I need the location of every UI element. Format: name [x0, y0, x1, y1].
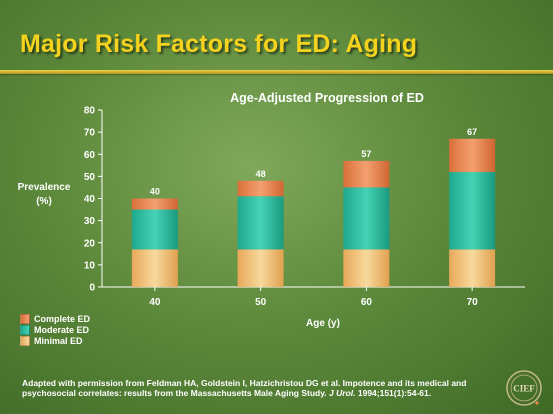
legend-label: Moderate ED — [34, 325, 90, 335]
legend-swatch-moderate — [20, 325, 30, 335]
x-tick-label: 70 — [467, 297, 479, 308]
y-tick-label: 50 — [84, 172, 96, 183]
y-tick-label: 80 — [84, 106, 96, 117]
bar-segment-complete — [237, 180, 284, 197]
x-tick-label: 40 — [149, 297, 161, 308]
legend-swatch-minimal — [20, 336, 30, 346]
bar-total-label: 57 — [361, 149, 371, 159]
chart-title: Age-Adjusted Progression of ED — [230, 91, 424, 105]
bar-segment-moderate — [449, 171, 496, 250]
y-tick-label: 30 — [84, 216, 96, 227]
x-axis-label: Age (y) — [306, 318, 340, 329]
bar-total-label: 67 — [467, 127, 477, 137]
bar-segment-minimal — [449, 249, 496, 287]
legend-item-moderate: Moderate ED — [20, 325, 90, 335]
bar-total-label: 40 — [150, 187, 160, 197]
y-tick-label: 0 — [89, 283, 95, 294]
bar-segment-minimal — [131, 249, 178, 287]
bar-segment-moderate — [237, 196, 284, 250]
slide-title: Major Risk Factors for ED: Aging — [20, 30, 418, 58]
footnote-text-end: 1994;151(1):54-61. — [355, 388, 432, 398]
bar-segment-minimal — [343, 249, 390, 287]
bar-segment-moderate — [343, 187, 390, 250]
legend-item-complete: Complete ED — [20, 314, 90, 324]
y-axis-label-unit: (%) — [36, 196, 52, 207]
y-tick-label: 40 — [84, 194, 96, 205]
y-axis-label: Prevalence — [18, 182, 71, 193]
bar-segment-moderate — [131, 209, 178, 250]
legend-swatch-complete — [20, 314, 30, 324]
legend-label: Minimal ED — [34, 336, 83, 346]
x-tick-label: 50 — [255, 297, 267, 308]
bar-segment-complete — [449, 138, 496, 172]
bar-segment-minimal — [237, 249, 284, 287]
bar-total-label: 48 — [256, 169, 266, 179]
bar-segment-complete — [131, 198, 178, 210]
footnote-journal: J Urol. — [329, 388, 356, 398]
y-tick-label: 10 — [84, 260, 96, 271]
cief-logo: CIEF — [506, 370, 542, 406]
footnote-text: Adapted with permission from Feldman HA,… — [22, 378, 467, 398]
bar-segment-complete — [343, 160, 390, 188]
logo-text: CIEF — [513, 384, 535, 394]
legend-item-minimal: Minimal ED — [20, 336, 90, 346]
title-divider — [0, 70, 553, 74]
y-tick-label: 60 — [84, 150, 96, 161]
legend: Complete ED Moderate ED Minimal ED — [20, 314, 90, 347]
citation-footnote: Adapted with permission from Feldman HA,… — [22, 378, 502, 398]
y-tick-label: 70 — [84, 128, 96, 139]
x-tick-label: 60 — [361, 297, 373, 308]
legend-label: Complete ED — [34, 314, 91, 324]
y-tick-label: 20 — [84, 238, 96, 249]
